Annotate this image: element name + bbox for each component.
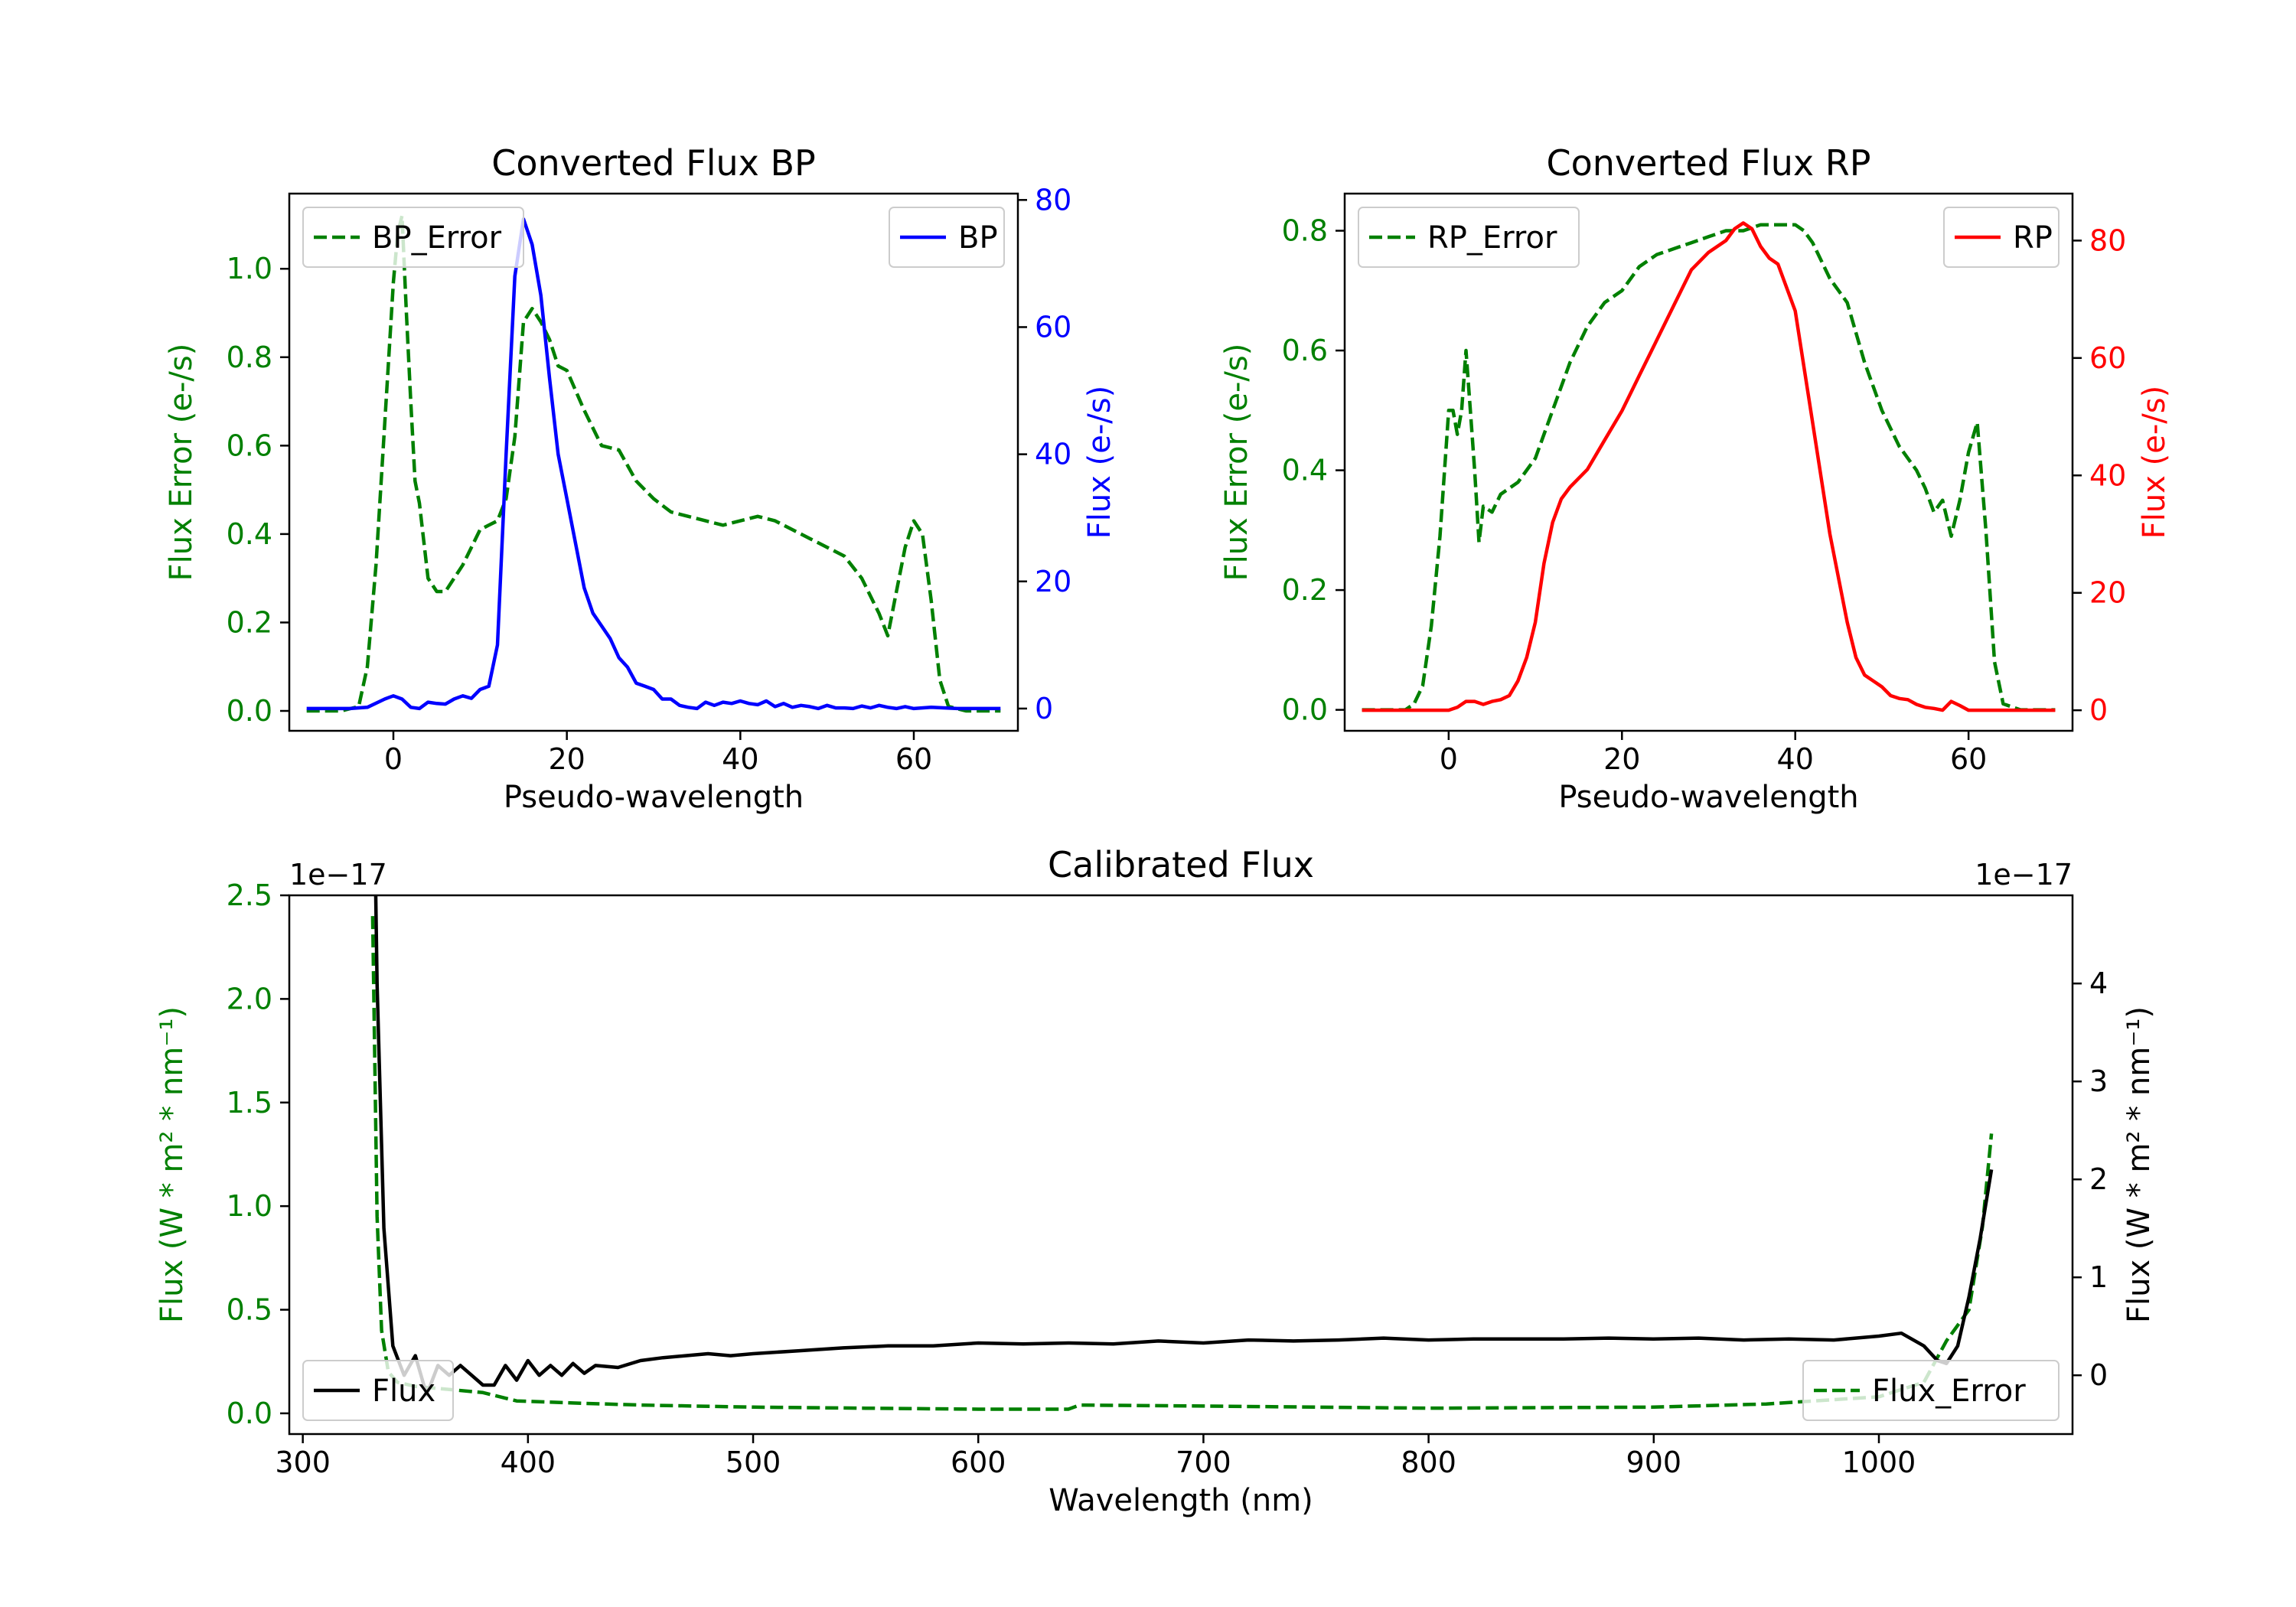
calib-ytick-right-label: 1 — [2089, 1260, 2108, 1294]
calib-legend-right: Flux_Error — [1802, 1360, 2060, 1421]
rp-legend-left-label: RP_Error — [1427, 220, 1557, 256]
bp-ytick-left-label: 0.4 — [227, 517, 272, 551]
bp-xlabel: Pseudo-wavelength — [504, 780, 804, 815]
calib-legend-left: Flux — [302, 1360, 454, 1421]
bp-axes-frame — [288, 192, 1019, 732]
rp-legend-right-box — [1943, 207, 2060, 268]
rp-legend-right: RP — [1943, 207, 2060, 268]
calib-xtick-label: 800 — [1401, 1446, 1456, 1479]
bp-xtick-label: 60 — [895, 742, 932, 776]
rp-ytick-left-label: 0.4 — [1282, 454, 1328, 487]
calib-ytick-right-label: 3 — [2089, 1064, 2108, 1098]
bp-title: Converted Flux BP — [491, 142, 816, 184]
calib-ytick-left-label: 2.5 — [227, 878, 272, 912]
rp-legend-right-label: RP — [2013, 220, 2053, 256]
bp-ytick-left-label: 0.8 — [227, 341, 272, 374]
bp-legend-right-label: BP — [958, 220, 998, 256]
bp-ylabel-left: Flux Error (e-/s) — [164, 344, 199, 582]
calib-xtick-label: 700 — [1176, 1446, 1231, 1479]
calib-legend-left-label: Flux — [372, 1374, 435, 1409]
bp-ytick-right-label: 20 — [1035, 565, 1071, 598]
calib-ytick-left-label: 2.0 — [227, 982, 272, 1015]
bp-ytick-left-label: 0.2 — [227, 605, 272, 639]
rp-ytick-left-label: 0.8 — [1282, 214, 1328, 248]
calib-legend-left-box — [302, 1360, 454, 1421]
calib-offset-left: 1e−17 — [289, 858, 387, 892]
rp-legend-left: RP_Error — [1358, 207, 1580, 268]
bp-series-bp — [306, 217, 1001, 711]
calib-legend-right-box — [1802, 1360, 2060, 1421]
rp-legend-left-box — [1358, 207, 1580, 268]
rp-series-rp — [1362, 221, 2056, 712]
bp-ytick-right-label: 40 — [1035, 438, 1071, 471]
rp-ytick-right-label: 0 — [2089, 693, 2108, 727]
bp-ytick-left-label: 1.0 — [227, 252, 272, 285]
bp-legend-left: BP_Error — [302, 207, 524, 268]
calib-xtick-label: 1000 — [1842, 1446, 1916, 1479]
rp-ytick-left-label: 0.6 — [1282, 334, 1328, 367]
calib-chart: 300 400 500 600 700 800 900 1000 0.0 0.5 1.0 1.5 2.0… — [155, 844, 2157, 1518]
bp-legend-left-box — [302, 207, 524, 268]
calib-xtick-label: 600 — [951, 1446, 1006, 1479]
calib-offset-right: 1e−17 — [1975, 858, 2073, 892]
rp-ylabel-right: Flux (e-/s) — [2137, 386, 2172, 539]
bp-xtick-label: 0 — [384, 742, 403, 776]
calib-ytick-right-label: 4 — [2089, 966, 2108, 1000]
bp-xtick-label: 20 — [548, 742, 585, 776]
bp-ytick-right-label: 80 — [1035, 183, 1071, 217]
calib-xtick-label: 300 — [275, 1446, 331, 1479]
bp-ytick-left-label: 0.0 — [227, 694, 272, 728]
rp-xtick-label: 0 — [1440, 742, 1458, 776]
rp-ylabel-left: Flux Error (e-/s) — [1219, 344, 1254, 582]
rp-xlabel: Pseudo-wavelength — [1558, 780, 1858, 815]
calib-ytick-left-label: 1.5 — [227, 1086, 272, 1120]
calib-title: Calibrated Flux — [1048, 844, 1314, 885]
bp-ytick-left-label: 0.6 — [227, 429, 272, 462]
rp-ytick-left-label: 0.0 — [1282, 693, 1328, 727]
bp-legend-left-label: BP_Error — [372, 220, 502, 256]
rp-xtick-label: 20 — [1603, 742, 1640, 776]
calib-legend-right-label: Flux_Error — [1872, 1374, 2026, 1409]
bp-chart: 0 20 40 60 0.0 0.2 0.4 0.6 0.8 1.0 0 20 40 60 80 Conver… — [164, 142, 1117, 815]
rp-ytick-right-label: 40 — [2089, 458, 2126, 492]
rp-xtick-label: 40 — [1777, 742, 1814, 776]
bp-ytick-right-label: 0 — [1035, 692, 1053, 725]
rp-title: Converted Flux RP — [1547, 142, 1871, 184]
bp-legend-right: BP — [889, 207, 1005, 268]
calib-xtick-label: 400 — [501, 1446, 556, 1479]
rp-xtick-label: 60 — [1950, 742, 1987, 776]
bp-series-bp-error — [306, 214, 1001, 713]
rp-ytick-right-label: 60 — [2089, 341, 2126, 375]
rp-chart: 0 20 40 60 0.0 0.2 0.4 0.6 0.8 0 20 40 60 80 Converted… — [1219, 142, 2172, 815]
calib-xtick-label: 500 — [726, 1446, 781, 1479]
calib-ytick-left-label: 1.0 — [227, 1189, 272, 1223]
calib-axes-frame — [288, 894, 2074, 1436]
rp-ytick-right-label: 80 — [2089, 223, 2126, 257]
rp-axes-frame — [1343, 192, 2074, 732]
calib-ylabel-right: Flux (W * m² * nm⁻¹) — [2122, 1006, 2157, 1323]
bp-xtick-label: 40 — [722, 742, 758, 776]
bp-ylabel-right: Flux (e-/s) — [1082, 386, 1117, 539]
calib-ytick-right-label: 2 — [2089, 1162, 2108, 1196]
bp-ytick-right-label: 60 — [1035, 310, 1071, 344]
rp-ytick-left-label: 0.2 — [1282, 573, 1328, 607]
calib-ytick-left-label: 0.5 — [227, 1293, 272, 1327]
calib-ytick-right-label: 0 — [2089, 1358, 2108, 1392]
calib-xlabel: Wavelength (nm) — [1049, 1483, 1313, 1518]
calib-ylabel-left: Flux (W * m² * nm⁻¹) — [155, 1006, 190, 1323]
calib-ytick-left-label: 0.0 — [227, 1397, 272, 1430]
calib-xtick-label: 900 — [1626, 1446, 1682, 1479]
calib-series-flux — [373, 895, 1994, 1397]
bp-legend-right-box — [889, 207, 1005, 268]
rp-ytick-right-label: 20 — [2089, 576, 2126, 610]
